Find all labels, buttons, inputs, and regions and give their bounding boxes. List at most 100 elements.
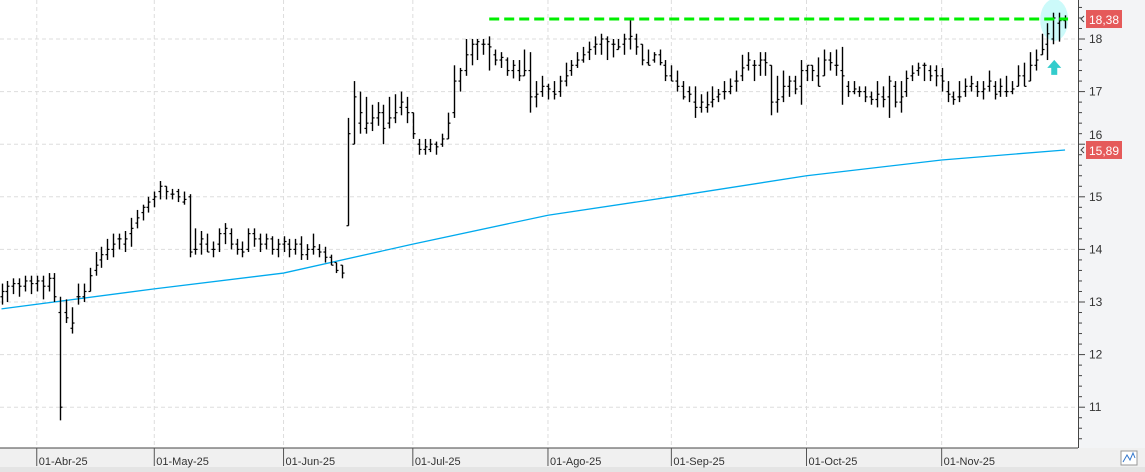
y-tick-label: 15 [1089,190,1103,204]
ohlc-bar [481,39,486,55]
y-tick-label: 17 [1089,85,1103,99]
ohlc-bar [299,236,304,260]
ohlc-bar [88,267,93,293]
ohlc-bar [605,36,610,61]
price-pointer-icon [1080,15,1085,23]
ohlc-bar [716,88,721,103]
x-tick-label: 01-Nov-25 [944,456,995,468]
ohlc-bar [552,81,557,100]
ohlc-bar [217,228,222,253]
ohlc-bar [893,81,898,108]
ohlc-bar [464,39,469,76]
ohlc-bar [993,81,998,100]
ohlc-bar [47,273,52,292]
ohlc-bar [769,64,774,116]
chart-type-button[interactable] [1120,450,1138,466]
ohlc-bar [287,238,292,258]
ohlc-bar [940,67,945,92]
ohlc-bar [240,241,245,258]
x-tick-label: 01-Abr-25 [39,456,88,468]
ohlc-bar [663,60,668,82]
ohlc-bar [904,70,909,97]
ohlc-bar [787,75,792,97]
ohlc-bar [129,217,134,247]
ohlc-bar [834,49,839,76]
ohlc-bar [246,228,251,253]
x-tick-label: 01-Oct-25 [809,456,858,468]
x-tick-label: 01-Jul-25 [415,456,461,468]
ohlc-bar [675,70,680,92]
y-axis-background [1078,0,1145,448]
ohlc-bar [340,264,345,279]
ohlc-bar [522,49,527,77]
ohlc-bar [728,78,733,95]
ohlc-bar [305,244,310,260]
ohlc-bar [540,75,545,97]
ohlc-bar [928,65,933,82]
ohlc-bar [687,86,692,103]
ohlc-bar [252,228,257,247]
ohlc-bar [0,283,5,305]
ohlc-bar [998,78,1003,97]
ohlc-bar [117,233,122,250]
moving-average-layer [1,149,1066,310]
ohlc-bar [182,191,187,205]
ohlc-bar [440,133,445,147]
ohlc-bar [505,57,510,76]
ohlc-bar [293,238,298,255]
ohlc-bar [111,233,116,258]
ohlc-bar [652,52,657,63]
ohlc-bar [734,70,739,92]
ohlc-bar [428,138,433,153]
ohlc-bar [846,81,851,97]
ohlc-bar [123,230,128,253]
ohlc-bar [869,91,874,105]
ohlc-bar [258,233,263,253]
ohlc-bar [646,49,651,66]
ma-price-label: 15,89 [1089,144,1119,158]
ohlc-bar [64,299,69,324]
y-tick-label: 18 [1089,32,1103,46]
ohlc-bar [1034,49,1039,71]
ohlc-bar [511,60,516,79]
x-tick-label: 01-Sep-25 [673,456,724,468]
y-tick-label: 14 [1089,242,1103,256]
ohlc-bar [628,19,633,50]
ohlc-bar [669,65,674,82]
ohlc-bar [499,52,504,68]
ohlc-bar [135,209,140,229]
ohlc-bar [575,52,580,68]
ohlc-bar [875,81,880,108]
ohlc-bar [188,194,193,258]
ohlc-bar [387,96,392,129]
ohlc-bar [423,138,428,155]
ohlc-bar [99,246,104,268]
chart-type-icon [1122,451,1136,463]
ohlc-bar [76,283,81,305]
x-axis[interactable]: 01-Abr-25 01-May-25 01-Jun-25 01-Jul-25 01-A… [36,448,995,468]
y-tick-label: 13 [1089,295,1103,309]
ohlc-bar [710,86,715,108]
y-axis[interactable]: 11 12 13 14 15 16 17 18 [1078,6,1103,440]
ohlc-bar [411,112,416,139]
ohlc-bar [146,196,151,213]
scrollbar[interactable] [0,467,1145,472]
ohlc-bar [352,81,357,145]
ohlc-bar [705,91,710,113]
ohlc-bar [205,233,210,253]
ohlc-bar [493,49,498,66]
ohlc-bar [916,62,921,76]
price-pointer-icon [1080,146,1085,154]
ohlc-bar [910,65,915,82]
ohlc-bar [793,75,798,95]
y-tick-label: 11 [1089,400,1102,414]
ohlc-bar [35,275,40,292]
ohlc-bar [922,62,927,82]
ohlc-bar [470,39,475,66]
ohlc-bar [951,91,956,105]
ohlc-bar [593,36,598,55]
ohlc-bar [211,241,216,258]
ohlc-bar [1028,52,1033,82]
ohlc-bar [170,188,175,200]
